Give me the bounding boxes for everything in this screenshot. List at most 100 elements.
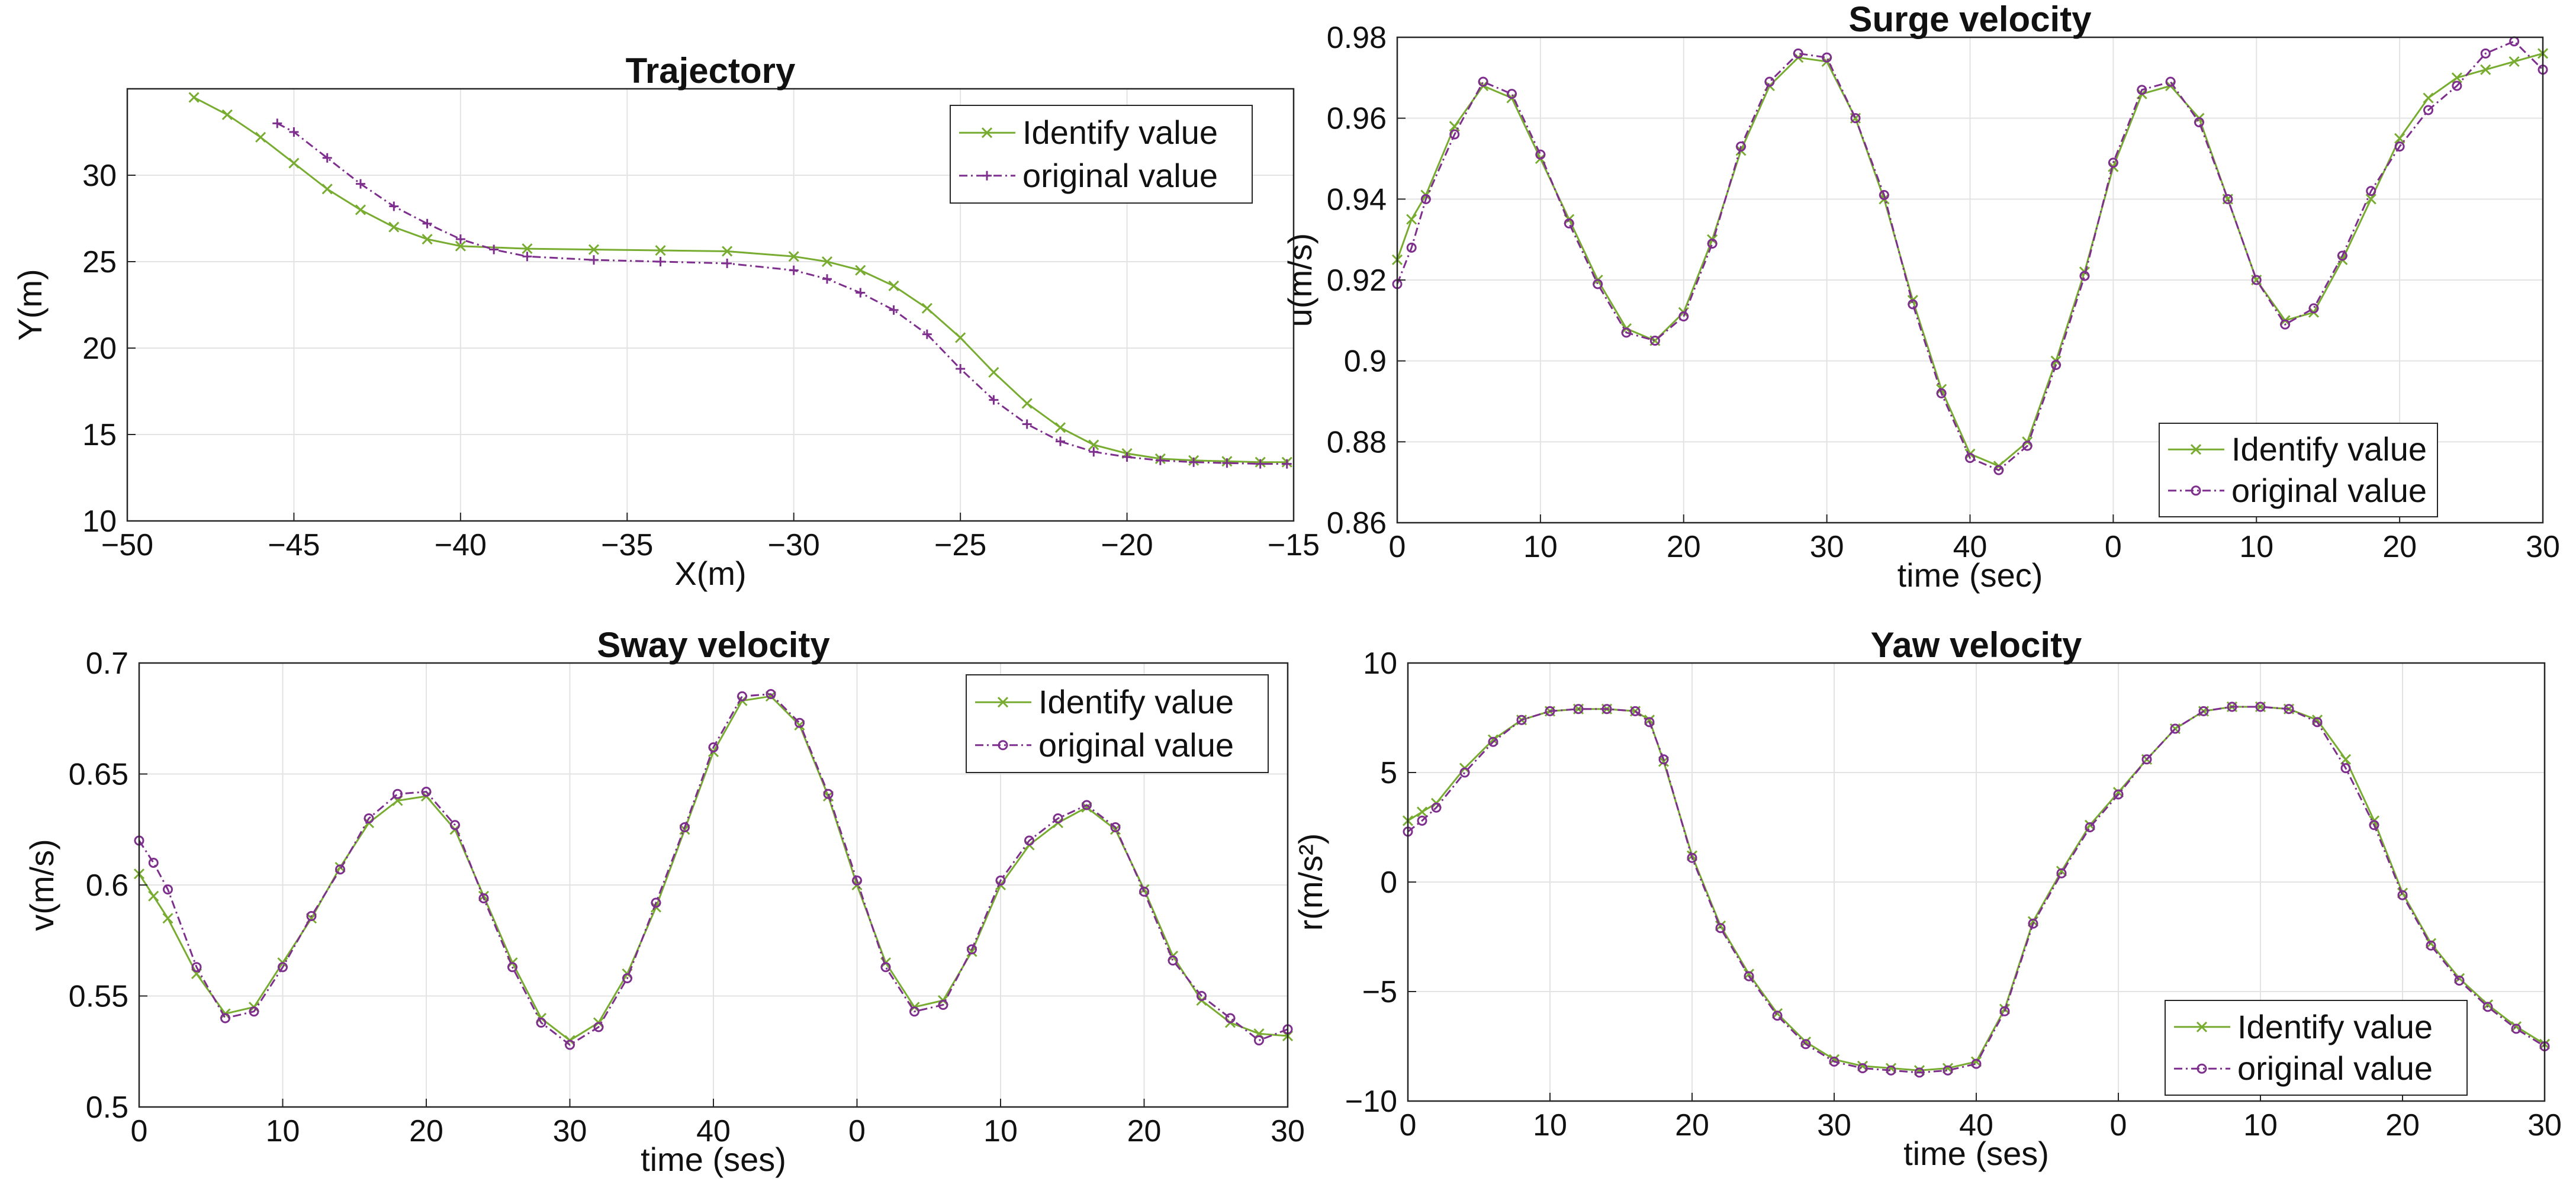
yaw-legend-label: Identify value xyxy=(2237,1008,2433,1045)
sway-data-point xyxy=(335,864,345,875)
yaw-data-point xyxy=(1488,736,1498,747)
yaw-data-point xyxy=(1914,1067,1925,1078)
surge-data-point xyxy=(1564,218,1574,228)
yaw-data-point xyxy=(1999,1006,2010,1016)
surge-y-tick-label: 0.98 xyxy=(1327,21,1387,55)
sway-data-point xyxy=(622,973,632,983)
surge-y-tick-label: 0.88 xyxy=(1327,425,1387,459)
sway-data-point xyxy=(852,876,862,886)
surge-data-point xyxy=(1420,194,1431,204)
yaw-y-tick-label: 10 xyxy=(1363,646,1397,681)
trajectory-x-axis-label: X(m) xyxy=(674,555,746,592)
yaw-legend: Identify value original value xyxy=(2165,1000,2468,1096)
trajectory-data-point xyxy=(1054,422,1066,433)
surge-y-tick-label: 0.9 xyxy=(1344,345,1387,379)
sway-data-point xyxy=(795,717,805,728)
yaw-data-point xyxy=(2284,704,2294,715)
trajectory-data-point xyxy=(922,329,932,339)
surge-legend: Identify value original value xyxy=(2159,423,2438,517)
surge-data-point xyxy=(1764,76,1775,87)
yaw-data-point xyxy=(2397,890,2408,900)
yaw-data-point xyxy=(2454,976,2465,986)
trajectory-x-tick-label: −30 xyxy=(768,528,820,562)
yaw-data-point xyxy=(2170,723,2181,734)
sway-data-point xyxy=(507,962,517,973)
sway-data-point xyxy=(364,813,374,823)
yaw-data-point xyxy=(2141,754,2152,765)
trajectory-data-point xyxy=(489,244,499,255)
trajectory-data-point xyxy=(389,201,399,211)
yaw-data-point xyxy=(1971,1058,1982,1069)
sway-x-tick-label: 20 xyxy=(409,1114,443,1148)
sway-data-point xyxy=(1139,886,1149,897)
trajectory-data-point xyxy=(788,251,799,262)
yaw-y-tick-label: −10 xyxy=(1345,1084,1397,1119)
trajectory-data-point xyxy=(821,256,833,268)
surge-data-point xyxy=(2022,440,2033,451)
yaw-legend-marker xyxy=(2196,1021,2208,1032)
yaw-y-axis-label: r(m/s²) xyxy=(1292,833,1329,931)
trajectory-data-point xyxy=(188,92,200,103)
surge-data-point xyxy=(2394,141,2405,152)
surge-data-point xyxy=(1406,214,1417,225)
trajectory-data-point xyxy=(221,109,233,120)
trajectory-chart: −50 −45 −40 −35 −30 −25 −20 −15 10 15 20 25 30 Trajec… xyxy=(11,51,1320,592)
yaw-data-point xyxy=(1744,971,1754,981)
yaw-x-tick-label: 0 xyxy=(2110,1108,2127,1142)
surge-data-point xyxy=(1507,89,1517,99)
surge-data-point xyxy=(2423,92,2434,104)
trajectory-data-point xyxy=(455,234,465,244)
trajectory-data-point xyxy=(288,157,300,169)
trajectory-y-tick-label: 25 xyxy=(82,245,117,279)
trajectory-series-original-line xyxy=(276,123,1287,465)
surge-y-tick-label: 0.94 xyxy=(1327,182,1387,217)
trajectory-title: Trajectory xyxy=(626,51,796,91)
trajectory-data-point xyxy=(588,244,600,255)
yaw-data-point xyxy=(1772,1010,1783,1021)
yaw-x-tick-label: 40 xyxy=(1959,1108,1993,1142)
sway-x-tick-label: 0 xyxy=(848,1114,866,1148)
sway-data-point xyxy=(1254,1035,1264,1045)
surge-data-point xyxy=(2509,56,2520,67)
surge-data-point xyxy=(1449,121,1460,132)
surge-legend-marker xyxy=(2190,444,2202,455)
surge-data-point xyxy=(2480,64,2491,75)
sway-x-tick-label: 0 xyxy=(131,1114,148,1148)
trajectory-data-point xyxy=(655,257,665,266)
yaw-data-point xyxy=(2482,1002,2493,1012)
trajectory-data-point xyxy=(355,204,366,215)
trajectory-legend-marker xyxy=(981,127,993,139)
surge-data-point xyxy=(1850,113,1861,124)
surge-data-point xyxy=(1649,336,1660,346)
yaw-series-original-line xyxy=(1407,706,2545,1074)
trajectory-data-point xyxy=(356,179,365,189)
trajectory-data-point xyxy=(522,243,533,255)
yaw-data-point xyxy=(2255,701,2266,712)
trajectory-y-tick-label: 20 xyxy=(82,332,117,366)
yaw-data-point xyxy=(2312,717,2323,728)
yaw-data-point xyxy=(1715,923,1726,934)
trajectory-data-point xyxy=(272,118,282,128)
sway-y-axis-label: v(m/s) xyxy=(23,839,60,931)
trajectory-data-point xyxy=(388,221,400,233)
surge-data-point xyxy=(2280,319,2291,330)
surge-legend-box xyxy=(2159,423,2438,517)
surge-data-point xyxy=(1908,299,1918,310)
sway-legend-box xyxy=(966,674,1269,773)
trajectory-data-point xyxy=(1056,436,1065,446)
surge-series-original-line xyxy=(1396,40,2544,471)
sway-data-point xyxy=(565,1039,575,1050)
sway-y-tick-label: 0.5 xyxy=(86,1090,128,1125)
surge-data-point xyxy=(1822,52,1832,63)
yaw-data-point xyxy=(1601,704,1612,715)
sway-data-point xyxy=(163,884,173,894)
trajectory-data-point xyxy=(422,218,432,228)
sway-data-point xyxy=(1168,955,1178,966)
surge-data-point xyxy=(2451,72,2462,83)
sway-data-point xyxy=(880,962,891,973)
trajectory-x-tick-label: −15 xyxy=(1268,528,1320,562)
sway-data-point xyxy=(680,822,690,832)
sway-data-point xyxy=(938,1000,948,1010)
sway-title: Sway velocity xyxy=(597,625,830,665)
trajectory-data-point xyxy=(1088,439,1099,450)
